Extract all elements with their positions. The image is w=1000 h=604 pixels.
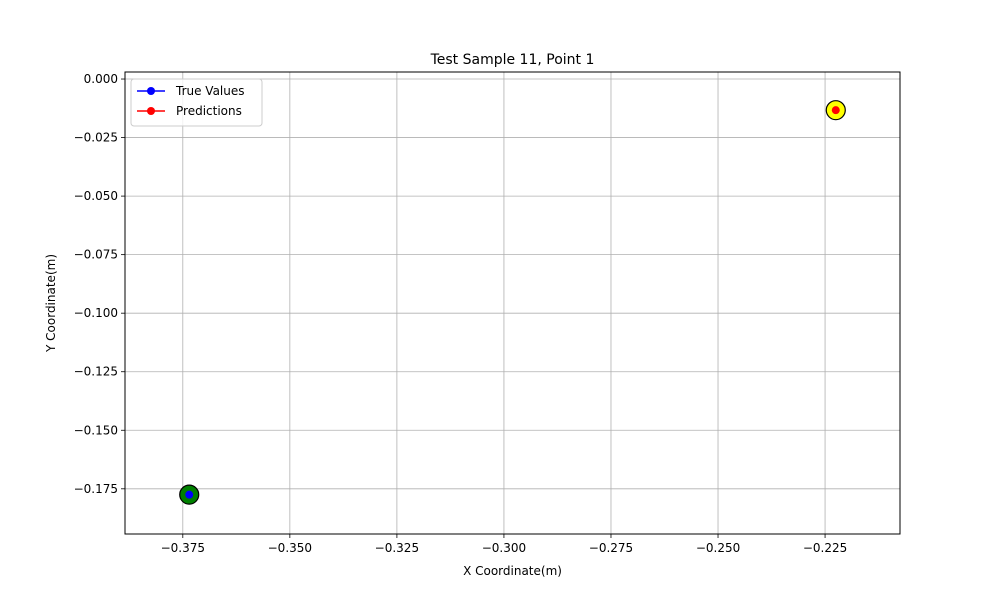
y-axis-label: Y Coordinate(m) [44, 254, 58, 353]
y-tick-label: −0.175 [74, 482, 118, 496]
x-tick-label: −0.275 [589, 541, 633, 555]
plot-frame [124, 71, 901, 535]
x-tick-label: −0.250 [696, 541, 740, 555]
x-tick-label: −0.350 [268, 541, 312, 555]
legend-predictions-label: Predictions [176, 104, 242, 118]
y-tick-label: −0.150 [74, 423, 118, 437]
true-values-point [185, 490, 194, 499]
x-tick-label: −0.300 [482, 541, 526, 555]
legend-true-values-label: True Values [175, 84, 245, 98]
y-tick-label: −0.050 [74, 189, 118, 203]
y-tick-label: 0.000 [84, 72, 118, 86]
x-tick-label: −0.325 [375, 541, 419, 555]
x-tick-label: −0.375 [161, 541, 205, 555]
plot-area-background [125, 72, 900, 534]
legend-predictions-marker [147, 107, 155, 115]
y-tick-label: −0.100 [74, 306, 118, 320]
y-tick-label: −0.025 [74, 131, 118, 145]
data-markers [179, 100, 846, 505]
chart-title: Test Sample 11, Point 1 [430, 52, 595, 68]
x-axis-label: X Coordinate(m) [463, 564, 562, 578]
legend: True Values Predictions [130, 78, 263, 127]
predictions-point [831, 106, 840, 115]
axis-ticks: −0.375 −0.350 −0.325 −0.300 −0.275 −0.250 −0.2… [74, 72, 848, 555]
y-tick-label: −0.125 [74, 365, 118, 379]
legend-true-values-marker [147, 87, 155, 95]
x-tick-label: −0.225 [803, 541, 847, 555]
y-tick-label: −0.075 [74, 248, 118, 262]
